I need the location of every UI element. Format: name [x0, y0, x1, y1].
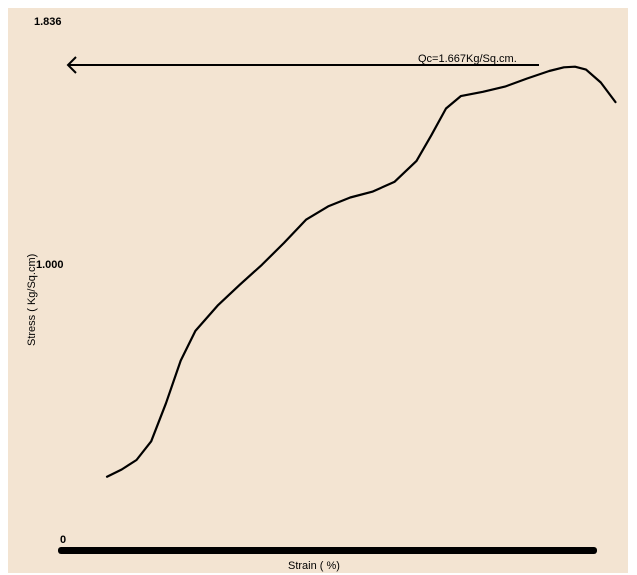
y-axis-title: Stress ( Kg/Sq.cm): [26, 254, 38, 346]
y-tick-label-max: 1.836: [34, 16, 62, 28]
x-axis-bar: [58, 547, 597, 554]
chart-panel: 1.836 1.000 0 Stress ( Kg/Sq.cm) Strain …: [8, 8, 628, 573]
y-tick-label-mid: 1.000: [36, 259, 64, 271]
stress-strain-chart: 1.836 1.000 0 Stress ( Kg/Sq.cm) Strain …: [26, 16, 617, 572]
peak-annotation-label: Qc=1.667Kg/Sq.cm.: [418, 53, 517, 65]
peak-reference-arrowhead: [66, 56, 77, 74]
x-axis-title: Strain ( %): [288, 560, 340, 572]
stress-strain-curve: [105, 65, 617, 478]
y-tick-label-zero: 0: [60, 534, 66, 546]
